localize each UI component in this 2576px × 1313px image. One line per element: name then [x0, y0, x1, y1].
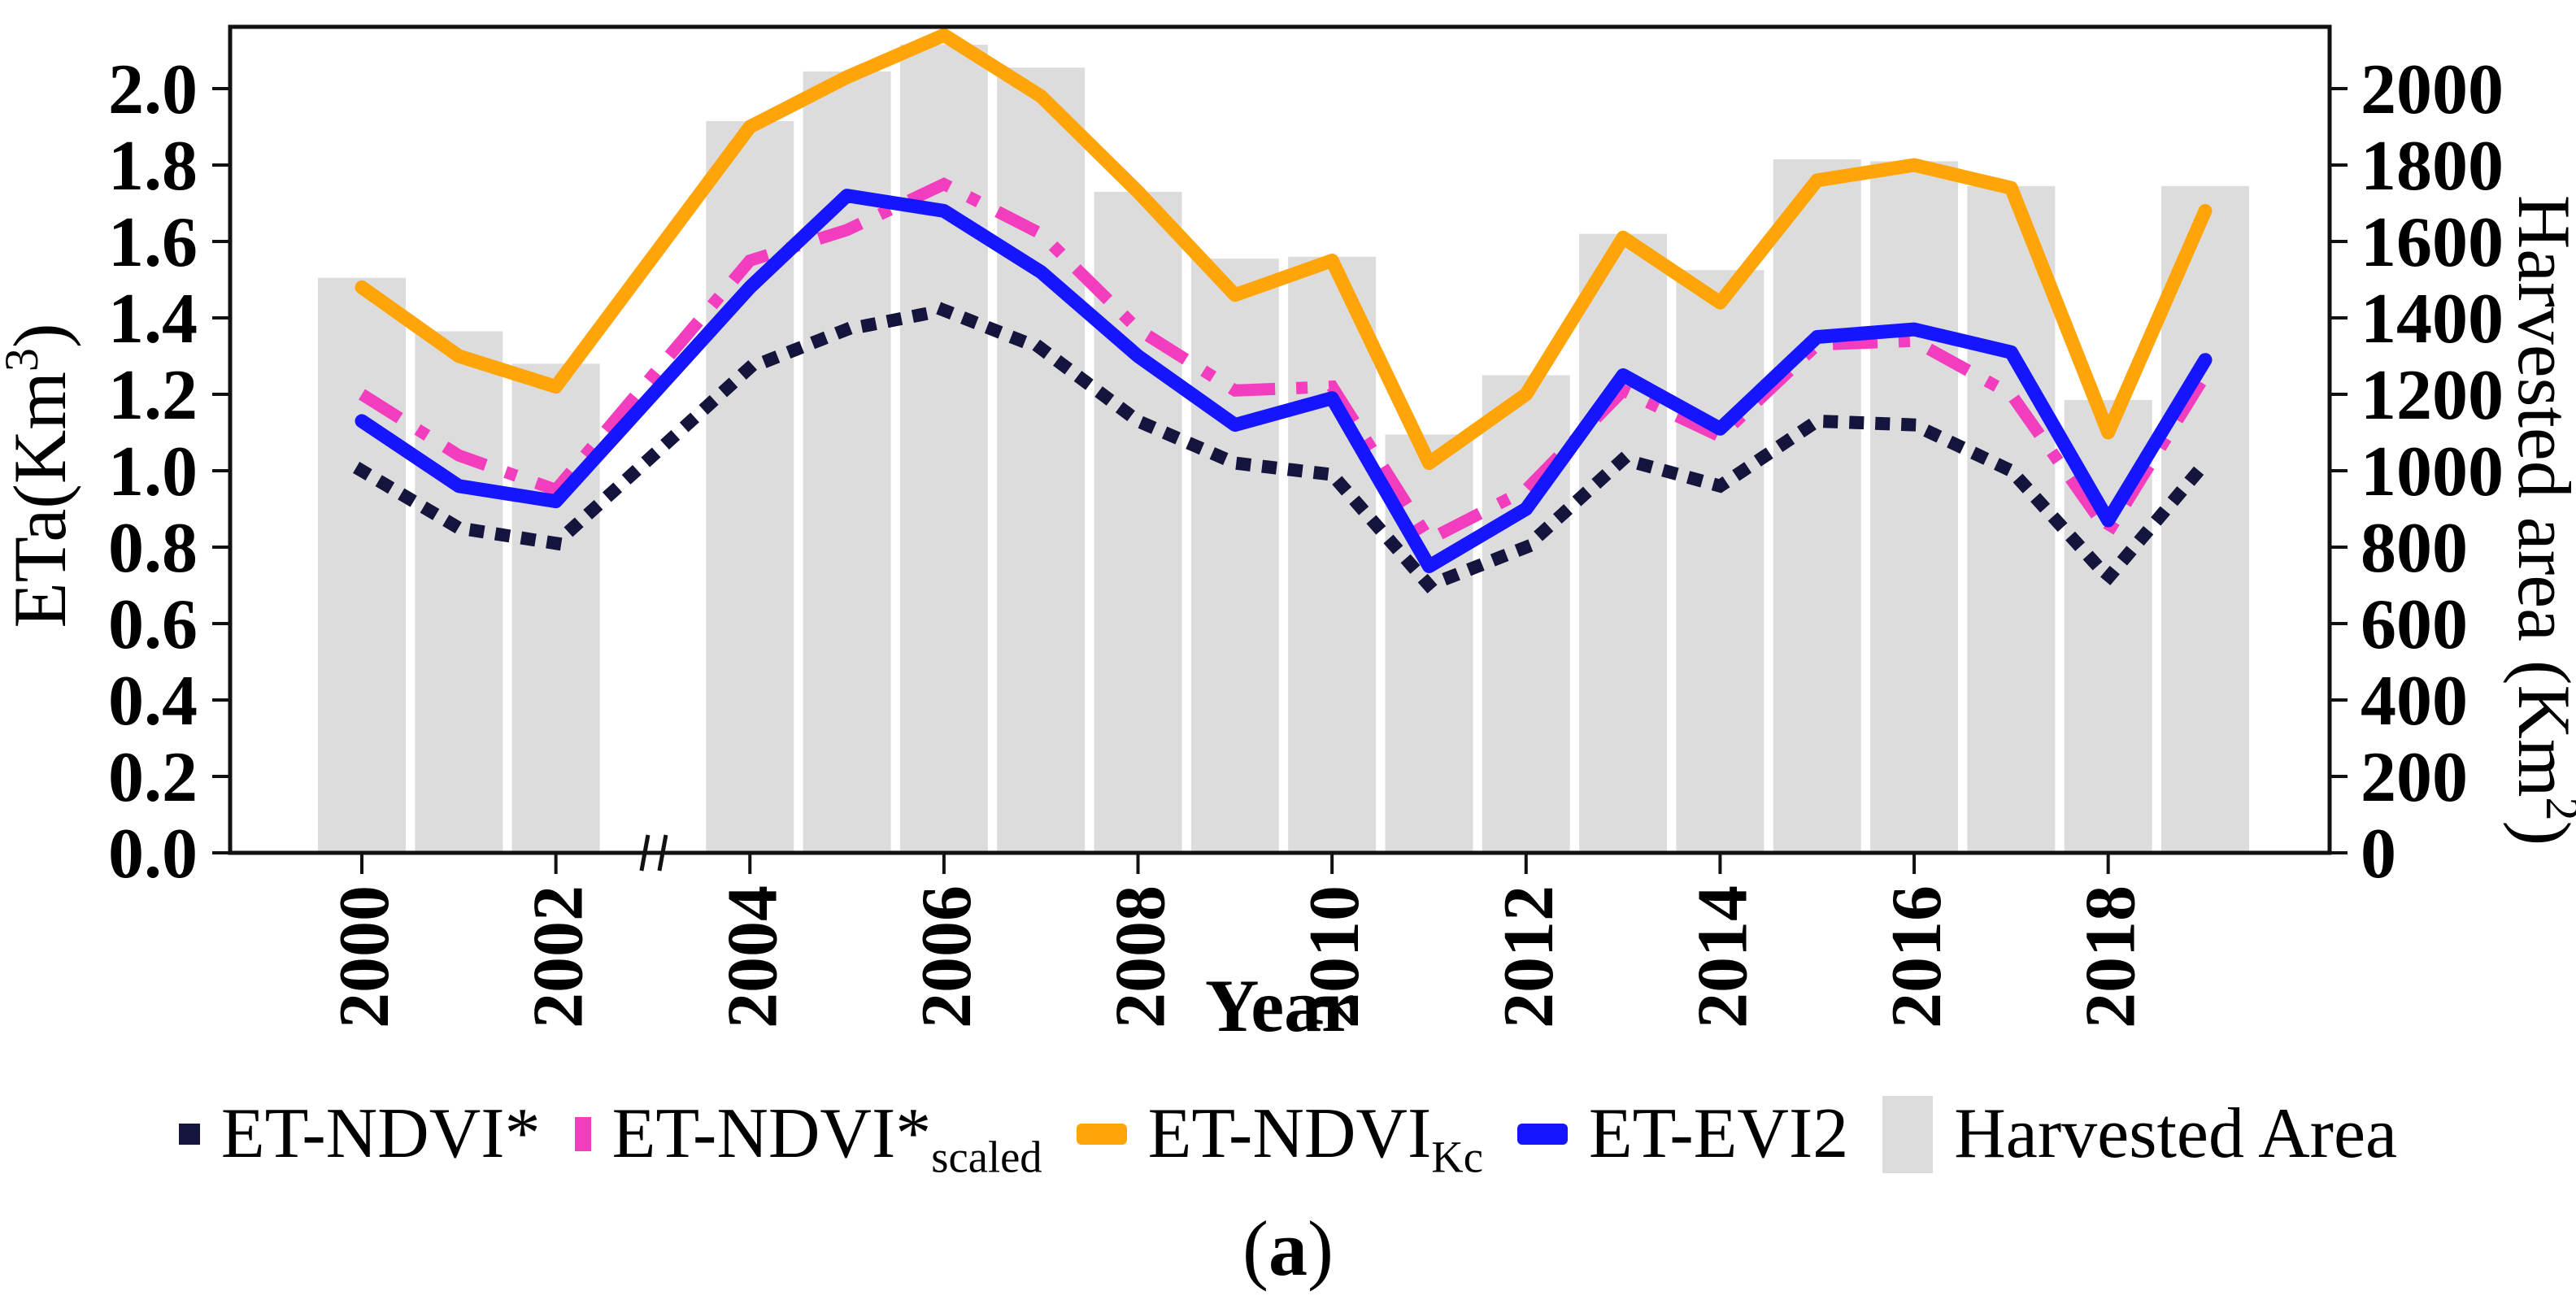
left-tick-label: 2.0	[108, 50, 198, 129]
right-tick-label: 1200	[2361, 356, 2504, 435]
dot-sample-icon	[178, 1124, 200, 1145]
legend-item-et-ndvi-: ET-NDVI*	[178, 1094, 541, 1173]
legend-item-et-ndvi-scaled: ET-NDVI*scaled	[574, 1094, 1042, 1182]
right-tick-label: 600	[2361, 585, 2468, 664]
y-axis-title-right: Harvested area (Km2)	[2503, 195, 2576, 846]
x-axis-title: Year	[1205, 964, 1355, 1047]
bar-2016	[1870, 161, 1959, 854]
bar-2019	[2161, 185, 2249, 854]
right-tick-label: 0	[2361, 815, 2396, 893]
left-tick-label: 1.6	[108, 203, 198, 282]
x-tick-label: 2014	[1683, 885, 1762, 1028]
x-tick-label: 2002	[520, 885, 598, 1028]
caption-close-paren: )	[1308, 1205, 1334, 1292]
legend-label: ET-NDVIKc	[1147, 1094, 1483, 1182]
harvested-area-bars	[318, 44, 2249, 854]
series-et-evi2	[355, 189, 2213, 573]
series-et-ndvi-kc	[355, 28, 2213, 471]
left-tick-label: 0.0	[108, 815, 198, 893]
x-axis: 2000 2002 2004 2006 2008 2010 2012 2014 2016 2018	[325, 854, 2151, 1028]
line-sample-icon	[1516, 1124, 1568, 1145]
bar-2015	[1773, 159, 1861, 853]
legend-label: ET-NDVI*scaled	[611, 1094, 1042, 1182]
bar-2007	[997, 67, 1086, 853]
bar-2009	[1190, 259, 1279, 853]
legend-item-et-ndvi-kc: ET-NDVIKc	[1076, 1094, 1483, 1182]
dash-sample-icon	[574, 1117, 591, 1151]
left-axis: 0.00.20.40.60.81.01.21.41.61.82.0	[108, 50, 230, 893]
left-tick-label: 1.4	[108, 280, 198, 359]
eta-harvested-area-chart: 0.0 0.2 0.4 0.6 0.8 1.0 1.2 1.4 1.6 1.8 2.0 0 200 400…	[0, 24, 2576, 1047]
right-tick-label: 2000	[2361, 50, 2504, 129]
bar-2008	[1094, 191, 1182, 853]
right-tick-label: 1800	[2361, 127, 2504, 206]
caption-open-paren: (	[1242, 1205, 1268, 1292]
legend-item-harvested-area: Harvested Area	[1882, 1094, 2398, 1173]
series-et-ndvi-scaled	[359, 177, 2211, 548]
x-tick-label: 2018	[2072, 885, 2151, 1028]
legend-label: Harvested Area	[1954, 1094, 2398, 1173]
legend: ET-NDVI* ET-NDVI*scaled ET-NDVIKc ET-EVI2 Ha…	[0, 1089, 2576, 1179]
bar-2004	[706, 120, 794, 853]
right-tick-label: 1000	[2361, 433, 2504, 511]
plot-frame	[228, 24, 2332, 855]
axis-break-icon	[639, 834, 668, 872]
bar-2010	[1288, 256, 1377, 853]
bar-2017	[1967, 185, 2056, 854]
left-tick-label: 0.8	[108, 509, 198, 588]
left-tick-label: 1.8	[108, 127, 198, 206]
right-tick-label: 200	[2361, 738, 2468, 817]
legend-label: ET-NDVI*	[220, 1094, 541, 1173]
legend-label: ET-EVI2	[1588, 1094, 1849, 1173]
x-tick-label: 2010	[1295, 885, 1374, 1028]
x-tick-label: 2004	[713, 885, 792, 1028]
x-tick-label: 2016	[1878, 885, 1956, 1028]
bar-2001	[415, 331, 503, 853]
bar-2014	[1676, 270, 1764, 853]
x-tick-label: 2000	[325, 885, 404, 1028]
series-et-ndvi-	[353, 303, 2215, 593]
bar-2000	[318, 277, 406, 853]
bar-2002	[511, 363, 600, 853]
left-tick-label: 0.6	[108, 585, 198, 664]
bar-2013	[1579, 233, 1668, 854]
right-tick-label: 400	[2361, 662, 2468, 741]
left-tick-label: 0.2	[108, 738, 198, 817]
caption-letter: a	[1268, 1205, 1308, 1292]
x-tick-label: 2012	[1490, 885, 1569, 1028]
bar-2012	[1482, 375, 1570, 853]
bar-sample-icon	[1882, 1095, 1934, 1173]
figure-caption: (a)	[0, 1210, 2576, 1288]
right-tick-label: 1600	[2361, 203, 2504, 282]
line-sample-icon	[1076, 1124, 1127, 1145]
x-tick-label: 2006	[907, 885, 986, 1028]
left-tick-label: 1.2	[108, 356, 198, 435]
bar-2006	[899, 44, 988, 853]
right-tick-label: 1400	[2361, 280, 2504, 359]
y-axis-title-left: ETa(Km3)	[0, 323, 81, 628]
right-tick-label: 800	[2361, 509, 2468, 588]
x-tick-label: 2008	[1102, 885, 1181, 1028]
legend-item-et-evi2: ET-EVI2	[1516, 1094, 1849, 1173]
bar-2005	[803, 71, 891, 854]
left-tick-label: 1.0	[108, 433, 198, 511]
chart-canvas: 0.00.20.40.60.81.01.21.41.61.82.0 0200400…	[0, 24, 2576, 1047]
left-tick-label: 0.4	[108, 662, 198, 741]
